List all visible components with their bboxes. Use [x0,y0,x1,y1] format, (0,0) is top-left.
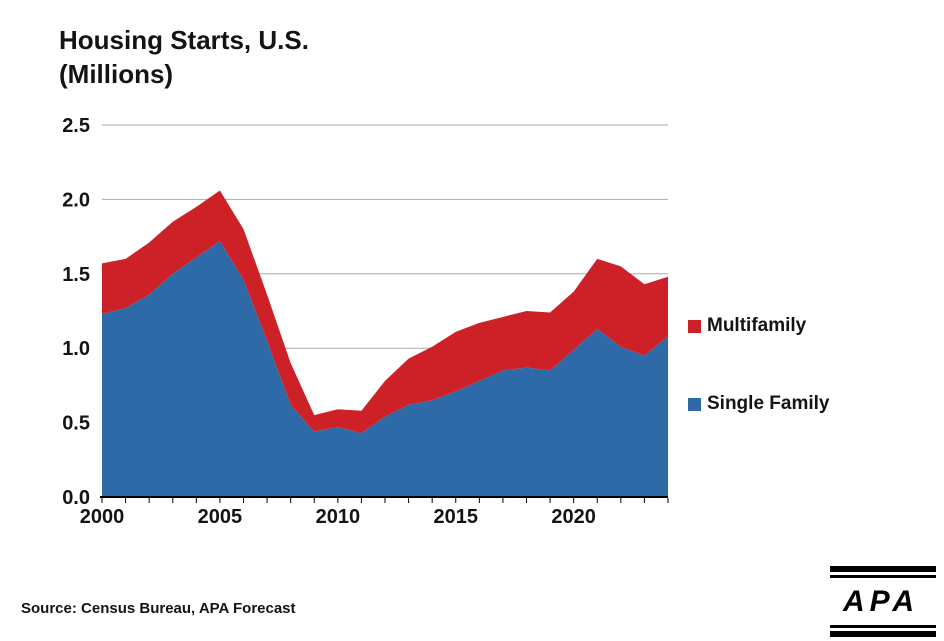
svg-text:0.5: 0.5 [62,413,90,435]
multifamily-swatch-icon [688,319,701,333]
svg-text:1.5: 1.5 [62,264,90,286]
single-family-area [102,241,668,497]
svg-text:2000: 2000 [80,506,125,528]
y-axis-tick-labels: 0.0 0.5 1.0 1.5 2.0 2.5 [62,115,90,509]
chart-title: Housing Starts, U.S. (Millions) [59,25,309,89]
svg-text:2.5: 2.5 [62,115,90,137]
x-axis-tick-labels: 2000 2005 2010 2015 2020 [80,506,596,528]
legend-item-multifamily: Multifamily [688,315,806,337]
logo-rule-bottom-thick [830,631,936,637]
svg-text:2020: 2020 [551,506,596,528]
legend-item-single-family: Single Family [688,393,829,415]
logo-rule-top-thin [830,575,936,578]
svg-text:1.0: 1.0 [62,338,90,360]
apa-logo-text: APA [842,584,920,618]
logo-rule-bottom-thin [830,625,936,628]
legend-label-multifamily: Multifamily [707,315,807,336]
apa-logo: APA [830,566,936,637]
area-series [102,190,668,497]
multifamily-area [102,190,668,434]
x-axis [100,496,669,503]
logo-rule-top-thick [830,566,936,572]
legend-label-single-family: Single Family [707,393,830,414]
source-note: Source: Census Bureau, APA Forecast [21,600,296,617]
svg-text:2.0: 2.0 [62,189,90,211]
single-family-swatch-icon [688,397,701,411]
svg-text:2015: 2015 [434,506,479,528]
svg-text:2005: 2005 [198,506,243,528]
svg-text:2010: 2010 [316,506,361,528]
svg-text:0.0: 0.0 [62,487,90,509]
